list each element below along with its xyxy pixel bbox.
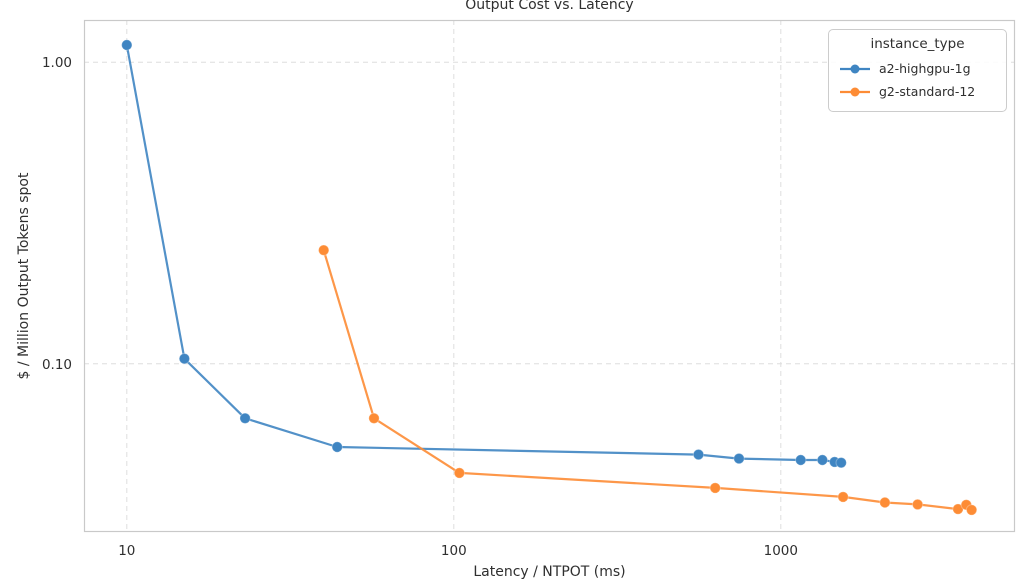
x-tick-label: 100 [441, 543, 467, 559]
x-tick-label: 1000 [764, 543, 798, 559]
legend-entries: a2-highgpu-1g g2-standard-12 [839, 57, 996, 103]
legend-line-marker-icon [840, 87, 870, 96]
data-point-a2-highgpu-1g [816, 454, 829, 466]
data-point-a2-highgpu-1g [692, 448, 705, 461]
chart-title: Output Cost vs. Latency [465, 0, 634, 13]
data-point-a2-highgpu-1g [239, 412, 251, 424]
legend-line-marker-icon [840, 64, 870, 73]
series-line-g2-standard-12 [322, 249, 973, 511]
data-point-g2-standard-12 [837, 491, 849, 503]
data-point-g2-standard-12 [368, 412, 380, 424]
legend-box: instance_type a2-highgpu-1g g2-standard-1… [828, 29, 1007, 112]
data-point-g2-standard-12 [965, 504, 978, 516]
y-tick-label: 0.10 [42, 357, 72, 373]
data-point-a2-highgpu-1g [121, 39, 133, 51]
y-tick-label: 1.00 [42, 55, 72, 71]
legend-entry-g2-standard-12: g2-standard-12 [839, 80, 996, 103]
data-point-g2-standard-12 [709, 482, 721, 494]
plot-border [83, 19, 1016, 533]
legend-entry-label: a2-highgpu-1g [879, 61, 971, 76]
data-point-g2-standard-12 [952, 503, 964, 515]
data-point-a2-highgpu-1g [331, 441, 343, 453]
y-axis-label: $ / Million Output Tokens spot [16, 172, 32, 380]
x-axis-label: Latency / NTPOT (ms) [473, 564, 626, 580]
data-point-a2-highgpu-1g [178, 353, 191, 365]
legend-entry-label: g2-standard-12 [879, 84, 976, 99]
legend-title: instance_type [870, 36, 965, 52]
data-point-a2-highgpu-1g [795, 454, 807, 466]
data-point-a2-highgpu-1g [835, 457, 847, 469]
series-line-a2-highgpu-1g [125, 43, 843, 464]
data-point-g2-standard-12 [318, 244, 330, 256]
data-point-g2-standard-12 [911, 498, 924, 511]
data-point-g2-standard-12 [453, 467, 466, 479]
x-tick-label: 10 [118, 543, 135, 559]
data-point-a2-highgpu-1g [733, 452, 745, 465]
legend-entry-a2-highgpu-1g: a2-highgpu-1g [839, 57, 996, 80]
data-point-g2-standard-12 [879, 496, 891, 509]
